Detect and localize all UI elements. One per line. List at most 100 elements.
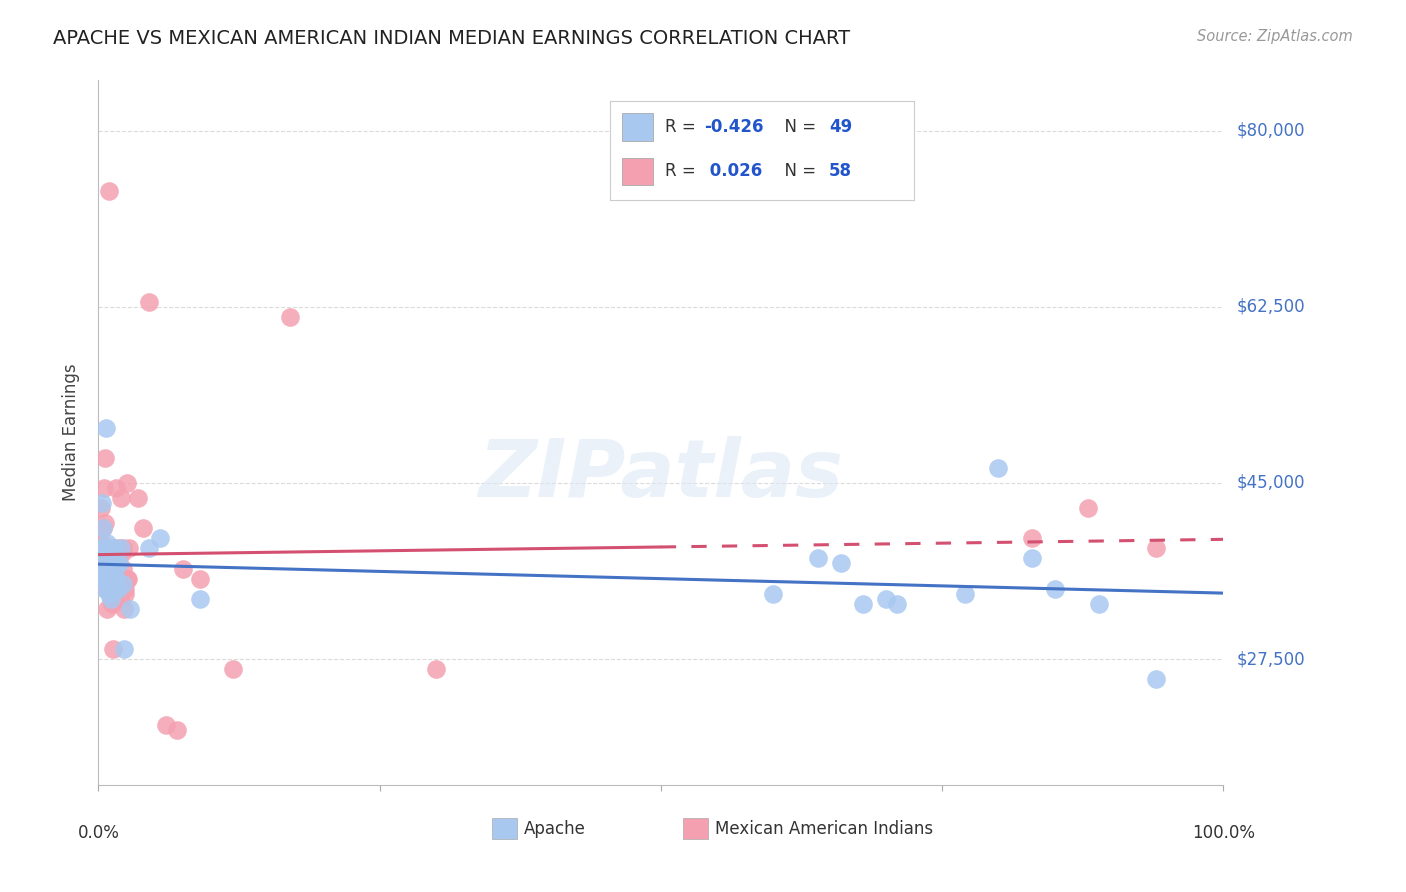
Point [104,546,127,560]
Point [103,582,125,596]
Point [94,566,117,581]
Point [110,541,132,556]
Point [105,481,128,495]
Point [96,420,118,434]
Point [90,496,112,510]
Point [107,557,129,571]
Point [886,597,908,611]
Point [807,551,830,566]
Point [107,546,129,560]
Point [138,294,160,309]
FancyBboxPatch shape [683,818,709,839]
Point [101,561,124,575]
Point [188,572,211,586]
Point [101,582,124,596]
Point [100,551,122,566]
Point [117,572,139,586]
Point [97,587,120,601]
Point [107,541,129,556]
Text: $62,500: $62,500 [1237,298,1306,316]
Point [103,587,125,601]
Point [90,561,112,575]
Point [101,597,124,611]
Point [90,501,112,516]
Text: Apache: Apache [523,820,585,838]
Point [111,546,134,560]
Point [107,582,129,596]
Point [91,572,114,586]
Point [852,597,875,611]
Point [91,521,114,535]
Point [94,450,117,465]
FancyBboxPatch shape [492,818,517,839]
Point [114,582,136,596]
Point [149,532,172,546]
Point [1043,582,1066,596]
Point [118,602,141,616]
Point [90,551,112,566]
Point [762,587,785,601]
Point [100,591,122,606]
Point [112,561,135,575]
Point [98,572,121,586]
Point [96,541,118,556]
Point [93,481,115,495]
Point [93,576,115,591]
Point [1021,532,1043,546]
Text: $80,000: $80,000 [1237,121,1306,140]
Point [100,591,122,606]
Point [97,557,120,571]
Point [98,551,121,566]
Text: Source: ZipAtlas.com: Source: ZipAtlas.com [1197,29,1353,44]
Point [98,576,121,591]
Point [105,557,128,571]
Point [104,561,127,575]
Point [105,576,128,591]
Text: APACHE VS MEXICAN AMERICAN INDIAN MEDIAN EARNINGS CORRELATION CHART: APACHE VS MEXICAN AMERICAN INDIAN MEDIAN… [53,29,851,47]
Point [101,582,124,596]
Point [90,536,112,550]
Point [98,566,121,581]
Point [425,662,447,676]
Point [1144,541,1167,556]
Point [166,723,188,737]
Point [103,541,125,556]
Point [115,572,138,586]
Point [155,717,177,731]
Point [90,561,112,575]
Point [875,591,897,606]
Point [94,582,117,596]
Y-axis label: Median Earnings: Median Earnings [62,364,80,501]
Point [188,591,211,606]
Point [1088,597,1111,611]
Point [278,310,301,324]
Point [112,602,135,616]
Point [96,561,118,575]
Point [90,572,112,586]
Point [94,516,117,531]
Point [118,541,141,556]
Point [89,541,111,556]
Point [104,561,127,575]
Point [107,582,129,596]
Point [101,642,124,657]
Point [1021,551,1043,566]
Text: 100.0%: 100.0% [1192,824,1254,842]
Point [108,591,131,606]
Point [93,546,115,560]
Point [953,587,976,601]
Point [97,541,120,556]
Point [93,551,115,566]
Point [97,184,120,198]
Text: $27,500: $27,500 [1237,650,1306,668]
Point [112,576,135,591]
Point [96,602,118,616]
Point [101,572,124,586]
Point [114,587,136,601]
Point [100,557,122,571]
Point [1144,673,1167,687]
Point [1077,501,1099,516]
Point [101,541,124,556]
Point [96,561,118,575]
Text: $45,000: $45,000 [1237,474,1306,492]
